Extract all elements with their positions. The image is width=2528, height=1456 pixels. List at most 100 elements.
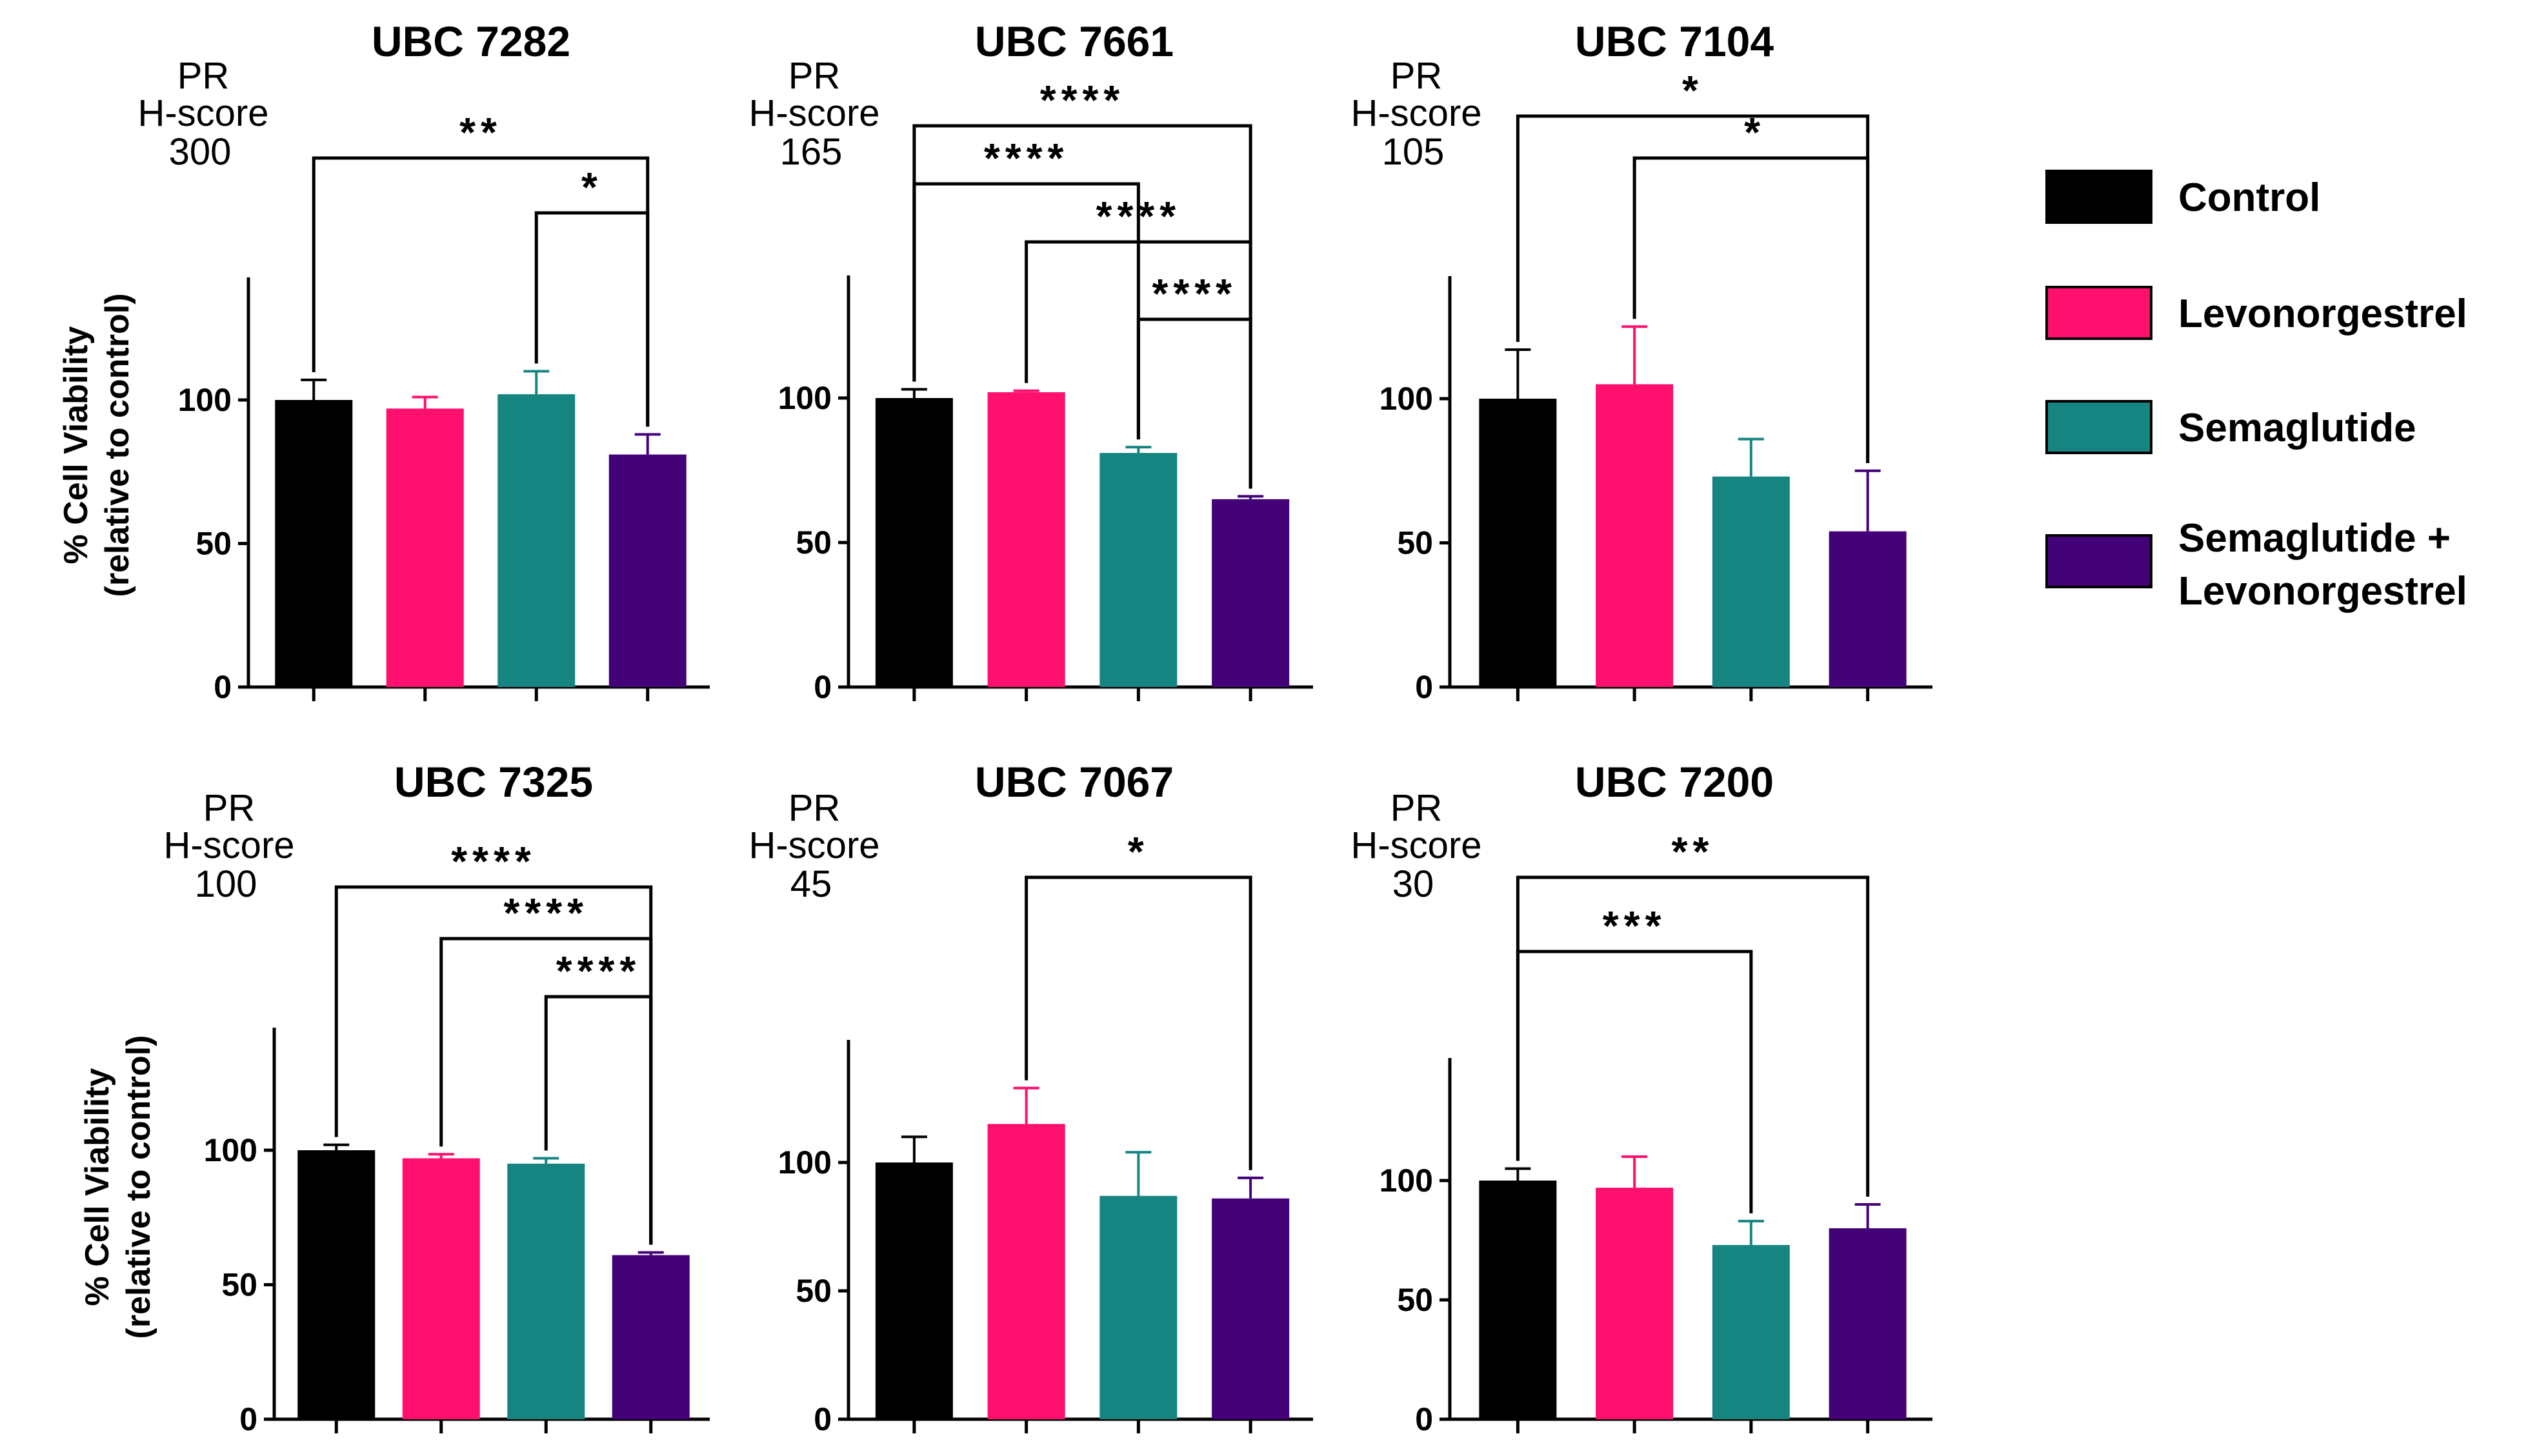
significance-bracket: **** — [544, 948, 653, 1245]
legend-item: Semaglutide + Levonorgestrel — [2045, 516, 2467, 613]
significance-bracket: *** — [1516, 903, 1753, 1213]
y-tick-label: 100 — [178, 382, 232, 418]
hscore-value: 105 — [1382, 131, 1445, 173]
significance-bracket: * — [1516, 67, 1870, 463]
y-tick-label: 0 — [1415, 669, 1433, 705]
legend-label: Control — [2178, 175, 2320, 220]
significance-stars: * — [581, 164, 603, 210]
y-tick-label: 0 — [239, 1401, 257, 1437]
pr-label: PR — [203, 787, 256, 829]
significance-bracket: * — [1025, 828, 1252, 1170]
bracket-line — [534, 211, 650, 427]
hscore-label: H-score — [1350, 824, 1481, 866]
y-tick-label: 100 — [778, 1144, 832, 1181]
hscore-value: 300 — [169, 131, 232, 173]
bar-levonorgestrel — [1596, 1188, 1674, 1419]
legend-item: Levonorgestrel — [2045, 286, 2467, 340]
hscore-value: 45 — [790, 863, 832, 905]
y-tick-label: 50 — [796, 524, 832, 561]
legend-label: Semaglutide — [2178, 406, 2416, 450]
bar-semaglutide — [1099, 453, 1178, 687]
significance-stars: * — [1744, 109, 1765, 155]
hscore-value: 30 — [1392, 863, 1434, 905]
significance-stars: **** — [503, 890, 588, 936]
significance-stars: **** — [984, 135, 1069, 181]
significance-bracket: **** — [1136, 270, 1252, 489]
bar-control — [297, 1150, 376, 1419]
pr-label: PR — [1390, 55, 1443, 97]
significance-stars: ** — [459, 109, 502, 155]
bar-semaglutide-levonorgestrel — [1829, 1228, 1907, 1419]
significance-bracket: **** — [912, 135, 1140, 440]
bar-levonorgestrel — [987, 392, 1065, 687]
bar-semaglutide-levonorgestrel — [1212, 499, 1290, 687]
y-tick-label: 50 — [221, 1267, 257, 1303]
y-tick-label: 0 — [814, 669, 832, 705]
panel-title: UBC 7661 — [975, 17, 1174, 65]
bracket-line — [1632, 156, 1870, 463]
significance-stars: * — [1682, 67, 1703, 114]
legend-swatch — [2045, 170, 2152, 224]
bracket-line — [334, 885, 653, 1245]
legend-swatch — [2045, 286, 2152, 340]
bar-levonorgestrel — [1596, 384, 1674, 687]
hscore-label: H-score — [163, 824, 294, 866]
y-axis-title-line: (relative to control) — [120, 1035, 157, 1339]
legend-label: Semaglutide + Levonorgestrel — [2178, 516, 2467, 613]
significance-stars: **** — [1040, 77, 1125, 123]
hscore-label: H-score — [748, 92, 879, 134]
bar-semaglutide — [1712, 476, 1790, 687]
significance-bracket: * — [534, 164, 650, 427]
bar-semaglutide-levonorgestrel — [1829, 531, 1907, 687]
bracket-line — [1516, 950, 1753, 1213]
significance-stars: **** — [556, 948, 641, 994]
bracket-line — [1516, 875, 1870, 1197]
y-tick-label: 50 — [796, 1273, 832, 1309]
bracket-line — [1025, 875, 1252, 1170]
bar-levonorgestrel — [987, 1124, 1065, 1419]
bar-levonorgestrel — [402, 1158, 480, 1419]
significance-bracket: ** — [312, 109, 650, 427]
significance-stars: **** — [451, 838, 536, 884]
y-tick-label: 100 — [204, 1132, 257, 1168]
y-axis-title: % Cell Viability (relative to control) — [79, 1035, 157, 1339]
significance-stars: * — [1128, 828, 1149, 875]
bar-semaglutide-levonorgestrel — [612, 1255, 690, 1419]
significance-stars: **** — [1152, 270, 1237, 317]
y-tick-label: 100 — [778, 380, 832, 416]
y-tick-label: 50 — [1397, 525, 1433, 561]
bar-control — [875, 1162, 953, 1419]
legend-label-line: Levonorgestrel — [2178, 569, 2467, 613]
bar-control — [875, 398, 953, 687]
legend-item: Control — [2045, 170, 2320, 224]
panel-title: UBC 7282 — [372, 17, 570, 65]
y-axis-title-line: % Cell Viability — [79, 1068, 116, 1306]
panel-title: UBC 7104 — [1575, 17, 1774, 65]
bar-control — [1479, 1181, 1557, 1419]
y-tick-label: 0 — [1415, 1401, 1433, 1437]
legend-swatch — [2045, 534, 2152, 588]
bracket-line — [912, 182, 1140, 440]
pr-label: PR — [177, 55, 230, 97]
significance-stars: **** — [1096, 193, 1181, 239]
hscore-label: H-score — [137, 92, 268, 134]
y-tick-label: 50 — [196, 526, 232, 562]
significance-bracket: * — [1632, 109, 1870, 463]
bar-semaglutide-levonorgestrel — [608, 454, 687, 687]
hscore-label: H-score — [748, 824, 879, 866]
significance-stars: ** — [1672, 828, 1714, 875]
legend-label-line: Semaglutide + — [2178, 516, 2451, 561]
y-tick-label: 0 — [214, 669, 232, 705]
legend-item: Semaglutide — [2045, 400, 2416, 454]
